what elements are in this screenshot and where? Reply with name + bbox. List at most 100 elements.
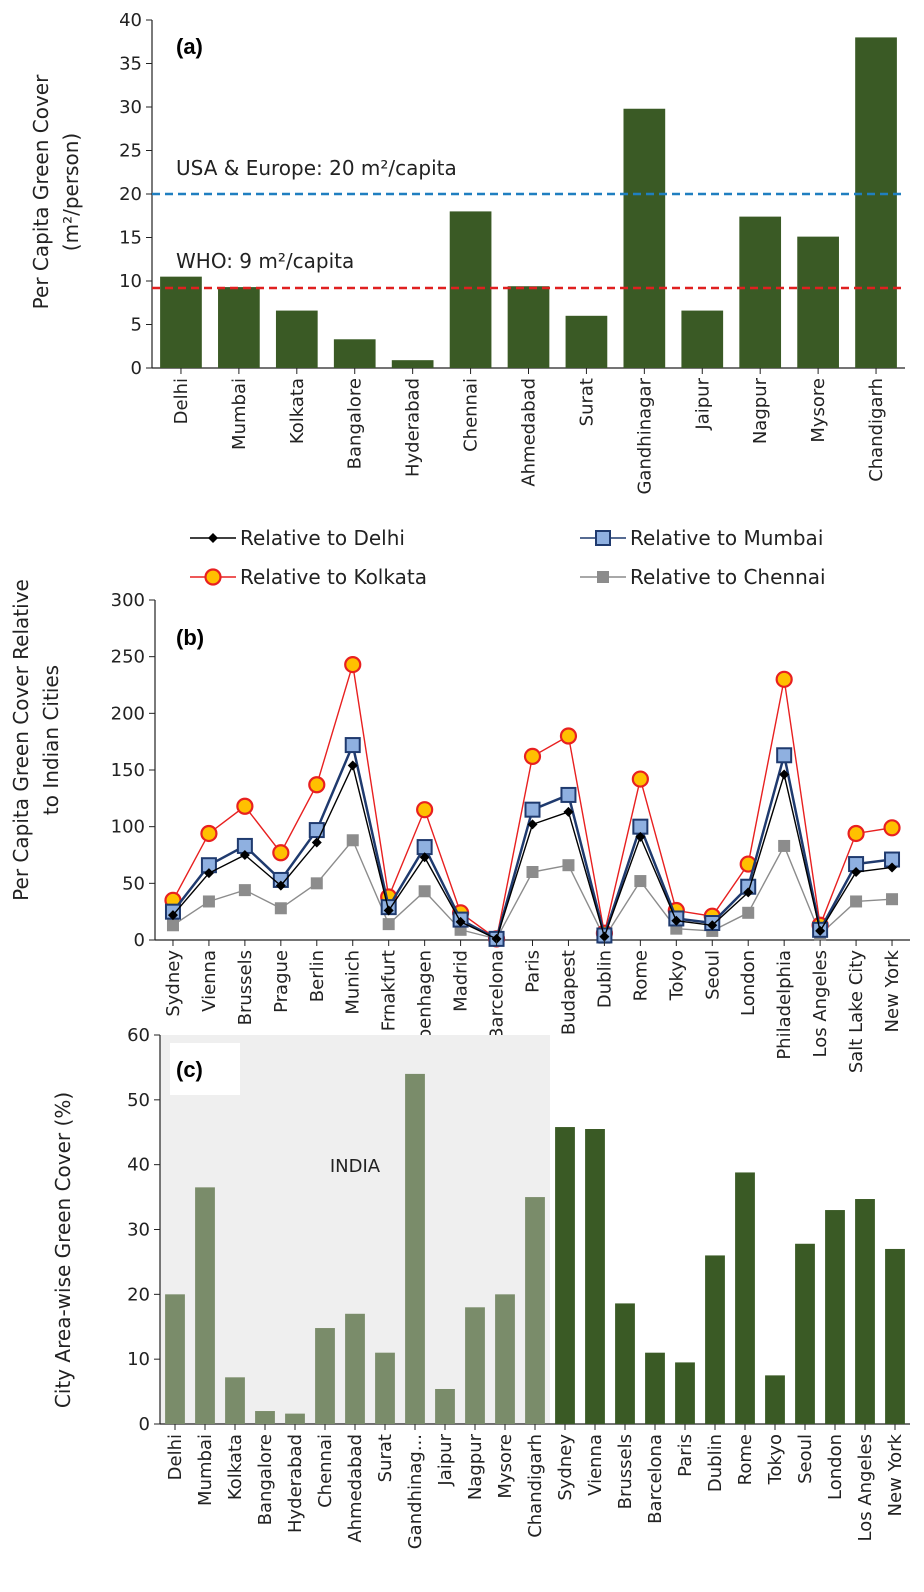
panel-b-xtick-berlin: Berlin bbox=[307, 950, 328, 1002]
series-relative-to-delhi bbox=[167, 760, 898, 944]
panel-a-xtick-chennai: Chennai bbox=[461, 378, 482, 452]
panel-c-chart: City Area-wise Green Cover (%) (c) INDIA 0… bbox=[51, 1025, 910, 1549]
point-relative-to-delhi-prague bbox=[275, 880, 286, 891]
legend-label-mumbai: Relative to Mumbai bbox=[630, 526, 823, 550]
bar-mumbai bbox=[218, 287, 260, 368]
point-relative-to-delhi-tokyo bbox=[671, 915, 682, 926]
panel-b-xtick-los-angeles: Los Angeles bbox=[810, 950, 831, 1058]
point-relative-to-mumbai-munich bbox=[344, 737, 361, 754]
bar-bangalore bbox=[255, 1411, 275, 1424]
panel-c-ytick-label: 0 bbox=[139, 1414, 150, 1435]
bar-london bbox=[825, 1210, 845, 1424]
panel-c-xtick-ahmedabad: Ahmedabad bbox=[345, 1434, 366, 1543]
panel-a-ytick-label: 35 bbox=[119, 54, 142, 75]
panel-c-xtick-sydney: Sydney bbox=[555, 1434, 576, 1501]
point-relative-to-delhi-salt-lake-city bbox=[851, 867, 862, 877]
point-relative-to-kolkata-berlin bbox=[308, 776, 326, 794]
panel-c-xtick-london: London bbox=[825, 1434, 846, 1500]
point-relative-to-delhi-madrid bbox=[455, 916, 466, 927]
point-relative-to-chennai-munich bbox=[346, 834, 359, 847]
panel-a-ylabel-line2: (m²/person) bbox=[59, 133, 83, 251]
panel-b-ytick-label: 300 bbox=[111, 590, 145, 611]
panel-c-xtick-kolkata: Kolkata bbox=[225, 1434, 246, 1500]
point-relative-to-kolkata-budapest bbox=[559, 727, 578, 745]
panel-c-xtick-mumbai: Mumbai bbox=[195, 1434, 216, 1506]
bar-barcelona bbox=[645, 1352, 665, 1424]
panel-c-ytick-label: 20 bbox=[127, 1284, 150, 1305]
bar-seoul bbox=[795, 1243, 815, 1424]
panel-b-xtick-frnakfurt: Frnakfurt bbox=[379, 950, 400, 1031]
panel-b-xtick-salt-lake-city: Salt Lake City bbox=[846, 950, 867, 1074]
panel-c-xtick-mysore: Mysore bbox=[495, 1434, 516, 1499]
panel-b-ytick-label: 200 bbox=[111, 703, 145, 724]
panel-b-xtick-london: London bbox=[738, 950, 759, 1016]
bar-gandhinag bbox=[405, 1073, 425, 1424]
bar-nagpur bbox=[739, 216, 782, 368]
panel-a-ytick-label: 20 bbox=[119, 184, 142, 205]
point-relative-to-chennai-rome bbox=[634, 875, 647, 888]
panel-b-xtick-dublin: Dublin bbox=[594, 950, 615, 1008]
point-relative-to-kolkata-rome bbox=[631, 770, 649, 788]
point-relative-to-kolkata-london bbox=[739, 855, 757, 873]
point-relative-to-mumbai-budapest bbox=[560, 786, 577, 803]
point-relative-to-chennai-vienna bbox=[202, 895, 215, 908]
point-relative-to-kolkata-prague bbox=[272, 844, 290, 862]
panel-a-ytick-label: 0 bbox=[131, 358, 142, 379]
panel-a-xtick-mysore: Mysore bbox=[808, 378, 829, 443]
legend-marker-relative-to-kolkata bbox=[204, 568, 222, 586]
panel-b-chart: (b) Per Capita Green Cover Relative to I… bbox=[9, 526, 910, 1073]
point-relative-to-delhi-philadelphia bbox=[779, 769, 790, 780]
panel-c-xtick-chennai: Chennai bbox=[315, 1434, 336, 1508]
point-relative-to-delhi-paris bbox=[527, 819, 538, 830]
bar-jaipur bbox=[435, 1388, 455, 1424]
panel-b-xtick-barcelona: Barcelona bbox=[487, 950, 508, 1040]
point-relative-to-delhi-barcelona bbox=[491, 933, 502, 944]
panel-c-xtick-seoul: Seoul bbox=[795, 1434, 816, 1484]
bar-surat bbox=[565, 315, 608, 368]
panel-c-ytick-label: 30 bbox=[127, 1220, 150, 1241]
panel-b-ylabel-line2: to Indian Cities bbox=[39, 665, 63, 815]
bar-rome bbox=[735, 1172, 755, 1424]
panel-a-ytick-label: 40 bbox=[119, 10, 142, 31]
point-relative-to-chennai-new-york bbox=[886, 893, 899, 906]
panel-c-ytick-label: 50 bbox=[127, 1090, 150, 1111]
panel-b-xtick-madrid: Madrid bbox=[451, 950, 472, 1012]
point-relative-to-mumbai-philadelphia bbox=[776, 747, 793, 764]
point-relative-to-chennai-sydney bbox=[166, 919, 179, 932]
point-relative-to-kolkata-munich bbox=[344, 655, 362, 674]
panel-c-xtick-jaipur: Jaipur bbox=[435, 1433, 456, 1486]
point-relative-to-delhi-budapest bbox=[563, 806, 574, 817]
point-relative-to-delhi-los-angeles bbox=[815, 925, 826, 936]
panel-b-xtick-budapest: Budapest bbox=[558, 950, 579, 1035]
point-relative-to-kolkata-new-york bbox=[883, 819, 901, 837]
bar-dublin bbox=[705, 1255, 725, 1424]
panel-a-xtick-bangalore: Bangalore bbox=[345, 378, 366, 469]
legend-label-delhi: Relative to Delhi bbox=[240, 526, 405, 550]
legend-label-chennai: Relative to Chennai bbox=[630, 565, 826, 589]
panel-b-xtick-brussels: Brussels bbox=[235, 950, 256, 1025]
bar-delhi bbox=[165, 1294, 185, 1424]
bar-paris bbox=[675, 1362, 695, 1424]
panel-c-xtick-los-angeles: Los Angeles bbox=[855, 1434, 876, 1542]
bar-kolkata bbox=[225, 1377, 245, 1424]
bar-gandhinagar bbox=[623, 108, 666, 369]
panel-c-ytick-label: 60 bbox=[127, 1025, 150, 1046]
panel-c-ylabel: City Area-wise Green Cover (%) bbox=[51, 1092, 75, 1408]
panel-c-xtick-chandigarh: Chandigarh bbox=[525, 1434, 546, 1538]
panel-a-xtick-surat: Surat bbox=[576, 378, 597, 426]
panel-b-ytick-label: 250 bbox=[111, 647, 145, 668]
point-relative-to-chennai-philadelphia bbox=[778, 839, 791, 852]
bar-hyderabad bbox=[391, 360, 434, 368]
point-relative-to-mumbai-rome bbox=[632, 818, 649, 835]
panel-b-xtick-new-york: New York bbox=[882, 949, 903, 1032]
panel-c-xtick-new-york: New York bbox=[885, 1433, 906, 1516]
panel-a-ytick-label: 10 bbox=[119, 271, 142, 292]
bar-tokyo bbox=[765, 1375, 785, 1424]
point-relative-to-kolkata-brussels bbox=[236, 797, 254, 815]
panel-c-xtick-bangalore: Bangalore bbox=[255, 1434, 276, 1525]
point-relative-to-mumbai-paris bbox=[524, 801, 541, 818]
legend-marker-relative-to-mumbai bbox=[595, 530, 611, 546]
usa-europe-reference-label: USA & Europe: 20 m²/capita bbox=[176, 156, 457, 180]
bar-bangalore bbox=[333, 339, 376, 368]
panel-c-ytick-label: 10 bbox=[127, 1349, 150, 1370]
